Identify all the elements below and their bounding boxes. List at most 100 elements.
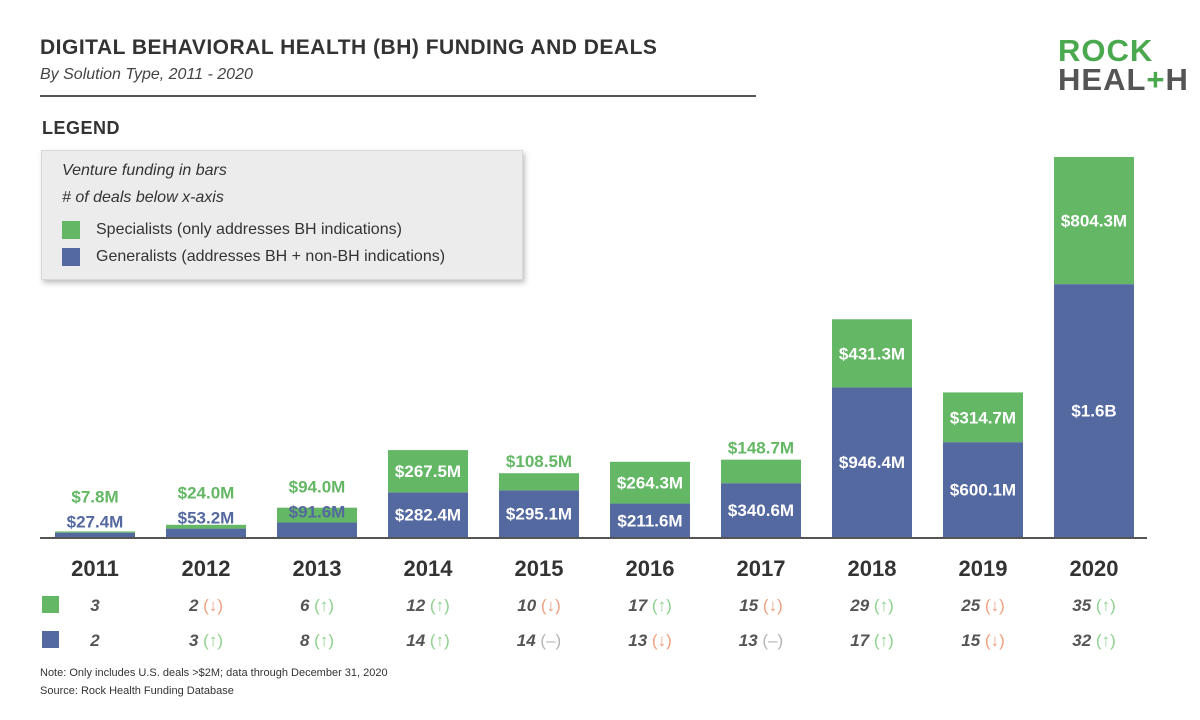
data-label-generalists-2015: $295.1M <box>506 505 572 524</box>
deal-count-specialists-2013: 6 (↑) <box>300 596 334 615</box>
data-label-generalists-2020: $1.6B <box>1071 402 1116 421</box>
data-label-specialists-2020: $804.3M <box>1061 212 1127 231</box>
deal-count-generalists-2013: 8 (↑) <box>300 631 334 650</box>
x-tick-label-2014: 2014 <box>404 556 454 581</box>
deal-count-generalists-2017: 13 (–) <box>739 631 783 650</box>
rock-health-logo: ROCK HEAL+H <box>1058 35 1188 97</box>
bar-generalists-2012 <box>166 528 246 537</box>
legend-deals-note: # of deals below x-axis <box>62 189 224 206</box>
logo-line-2: HEAL+H <box>1058 62 1188 97</box>
logo-line-2-a: HEAL <box>1058 62 1147 97</box>
legend-heading: LEGEND <box>42 118 121 138</box>
trend-up-icon: (↑) <box>198 631 223 650</box>
deal-count-generalists-2014: 14 (↑) <box>406 631 449 650</box>
deal-count-specialists-2017: 15 (↓) <box>739 596 782 615</box>
trend-up-icon: (↑) <box>869 596 894 615</box>
legend-funding-note: Venture funding in bars <box>62 162 227 179</box>
legend-entry-specialists: Specialists (only addresses BH indicatio… <box>62 216 522 243</box>
data-label-generalists-2019: $600.1M <box>950 481 1016 500</box>
legend-entry-generalists: Generalists (addresses BH + non-BH indic… <box>62 243 522 270</box>
bar-specialists-2012 <box>166 524 246 529</box>
bar-specialists-2011 <box>55 531 135 533</box>
deal-count-generalists-2020: 32 (↑) <box>1072 631 1115 650</box>
legend-label-specialists: Specialists (only addresses BH indicatio… <box>96 220 402 238</box>
bar-generalists-2020 <box>1054 284 1134 537</box>
bar-specialists-2017 <box>721 459 801 484</box>
bar-specialists-2015 <box>499 473 579 491</box>
trend-up-icon: (↑) <box>647 596 672 615</box>
data-label-specialists-2016: $264.3M <box>617 474 683 493</box>
x-tick-label-2015: 2015 <box>515 556 564 581</box>
deal-count-specialists-2016: 17 (↑) <box>628 596 671 615</box>
x-tick-label-2017: 2017 <box>737 556 786 581</box>
trend-up-icon: (↑) <box>425 596 450 615</box>
deal-count-generalists-2011: 2 <box>89 631 100 650</box>
data-label-specialists-2017: $148.7M <box>728 439 794 458</box>
deal-count-generalists-2016: 13 (↓) <box>628 631 671 650</box>
x-tick-label-2020: 2020 <box>1070 556 1119 581</box>
data-label-specialists-2015: $108.5M <box>506 452 572 471</box>
chart-title: DIGITAL BEHAVIORAL HEALTH (BH) FUNDING A… <box>40 36 658 59</box>
footnote: Note: Only includes U.S. deals >$2M; dat… <box>40 667 388 679</box>
header-divider <box>40 95 756 97</box>
bar-generalists-2016 <box>610 503 690 537</box>
data-label-generalists-2011: $27.4M <box>67 513 124 532</box>
trend-up-icon: (↑) <box>309 631 334 650</box>
deal-count-specialists-2011: 3 <box>90 596 100 615</box>
x-tick-label-2011: 2011 <box>71 556 119 581</box>
data-label-specialists-2012: $24.0M <box>178 484 235 503</box>
deal-count-generalists-2019: 15 (↓) <box>961 631 1004 650</box>
source-note: Source: Rock Health Funding Database <box>40 685 234 697</box>
x-tick-label-2012: 2012 <box>182 556 231 581</box>
trend-flat-icon: (–) <box>758 631 784 650</box>
bar-specialists-2019 <box>943 392 1023 443</box>
legend-swatch-generalists <box>62 247 80 266</box>
deal-count-generalists-2012: 3 (↑) <box>189 631 223 650</box>
bar-generalists-2015 <box>499 490 579 537</box>
deal-count-specialists-2012: 2 (↓) <box>188 596 223 615</box>
bar-generalists-2018 <box>832 387 912 537</box>
deal-count-specialists-2020: 35 (↑) <box>1072 596 1115 615</box>
trend-up-icon: (↑) <box>309 596 334 615</box>
trend-down-icon: (↓) <box>536 596 561 615</box>
deal-count-specialists-2018: 29 (↑) <box>849 596 893 615</box>
logo-plus: + <box>1146 62 1166 97</box>
bar-generalists-2011 <box>55 532 135 537</box>
trend-down-icon: (↓) <box>758 596 783 615</box>
x-tick-label-2019: 2019 <box>959 556 1008 581</box>
trend-down-icon: (↓) <box>980 596 1005 615</box>
trend-up-icon: (↑) <box>869 631 894 650</box>
deals-swatch-specialists <box>42 596 59 613</box>
logo-line-2-b: H <box>1165 62 1189 97</box>
data-label-specialists-2013: $94.0M <box>289 478 346 497</box>
trend-up-icon: (↑) <box>1091 631 1116 650</box>
x-tick-label-2016: 2016 <box>626 556 675 581</box>
trend-down-icon: (↓) <box>198 596 223 615</box>
deal-count-generalists-2018: 17 (↑) <box>850 631 893 650</box>
bar-generalists-2017 <box>721 483 801 537</box>
x-tick-label-2013: 2013 <box>293 556 342 581</box>
trend-up-icon: (↑) <box>425 631 450 650</box>
deals-swatch-generalists <box>42 631 59 648</box>
deal-count-specialists-2014: 12 (↑) <box>406 596 449 615</box>
trend-down-icon: (↓) <box>647 631 672 650</box>
data-label-generalists-2018: $946.4M <box>839 453 905 472</box>
trend-up-icon: (↑) <box>1091 596 1116 615</box>
bar-generalists-2014 <box>388 492 468 537</box>
bar-specialists-2016 <box>610 461 690 504</box>
data-label-specialists-2011: $7.8M <box>71 488 118 507</box>
legend-label-generalists: Generalists (addresses BH + non-BH indic… <box>96 247 446 265</box>
data-label-generalists-2012: $53.2M <box>178 509 235 528</box>
data-label-specialists-2018: $431.3M <box>839 344 905 363</box>
bar-generalists-2013 <box>277 522 357 537</box>
legend-box: Venture funding in bars # of deals below… <box>41 150 523 280</box>
data-label-generalists-2013: $91.6M <box>289 503 346 522</box>
trend-flat-icon: (–) <box>536 631 562 650</box>
bar-generalists-2019 <box>943 442 1023 537</box>
x-tick-label-2018: 2018 <box>848 556 897 581</box>
deal-count-generalists-2015: 14 (–) <box>517 631 561 650</box>
bar-specialists-2018 <box>832 319 912 388</box>
data-label-generalists-2016: $211.6M <box>617 511 682 530</box>
data-label-generalists-2017: $340.6M <box>728 501 794 520</box>
